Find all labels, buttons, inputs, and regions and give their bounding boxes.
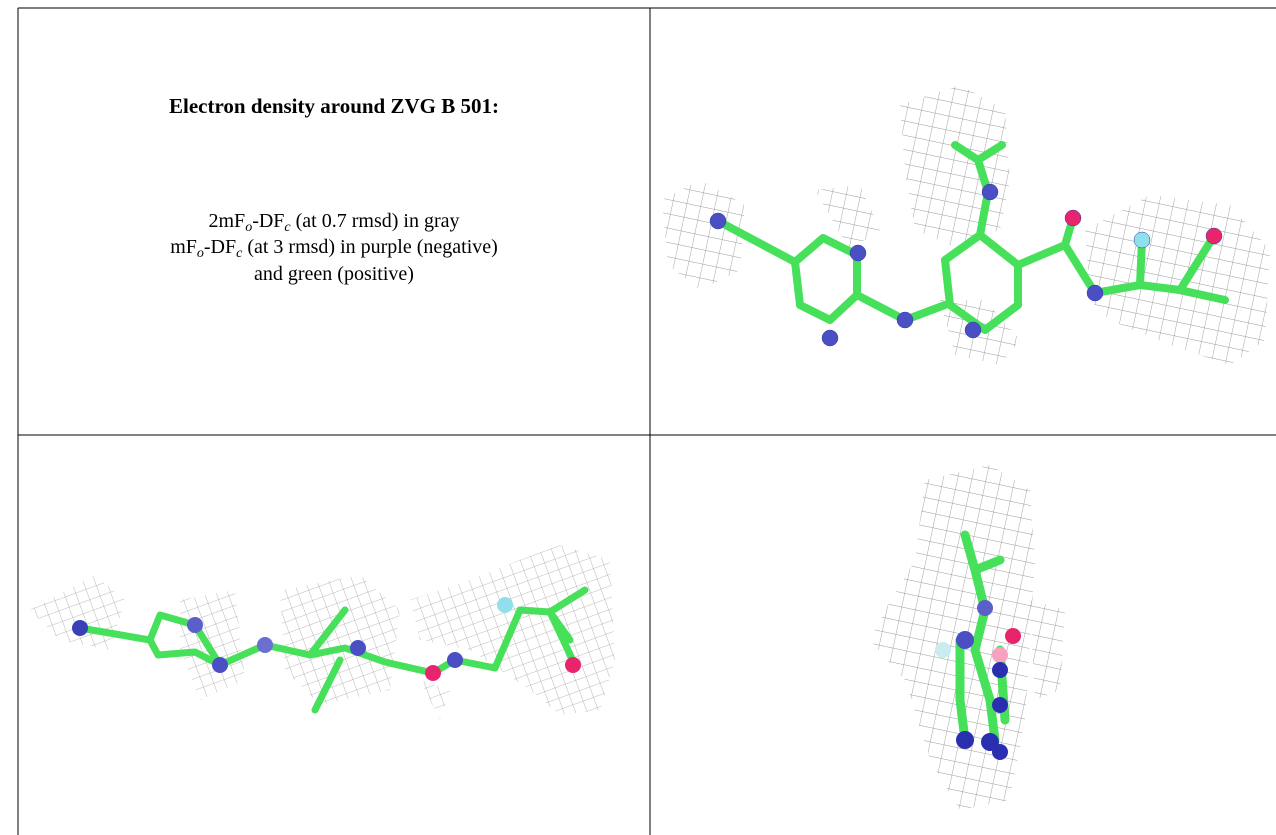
density-view-top bbox=[662, 85, 1270, 365]
text: (at 0.7 rmsd) in gray bbox=[291, 210, 460, 232]
text: mF bbox=[170, 236, 197, 258]
text: (at 3 rmsd) in purple (negative) bbox=[242, 236, 497, 258]
text: 2mF bbox=[209, 210, 246, 232]
figure-table bbox=[0, 0, 1276, 835]
density-view-end bbox=[870, 465, 1065, 810]
text: -DF bbox=[204, 236, 236, 258]
density-view-side bbox=[30, 545, 615, 720]
caption-line: and green (positive) bbox=[18, 263, 650, 286]
text: -DF bbox=[252, 210, 284, 232]
page: Electron density around ZVG B 501: 2mFo-… bbox=[0, 0, 1276, 835]
text: and green (positive) bbox=[254, 263, 414, 285]
caption-title: Electron density around ZVG B 501: bbox=[18, 94, 650, 119]
caption-line: 2mFo-DFc (at 0.7 rmsd) in gray bbox=[18, 210, 650, 236]
caption-line: mFo-DFc (at 3 rmsd) in purple (negative) bbox=[18, 236, 650, 262]
table-borders bbox=[18, 8, 1276, 835]
subscript: o bbox=[197, 246, 204, 261]
